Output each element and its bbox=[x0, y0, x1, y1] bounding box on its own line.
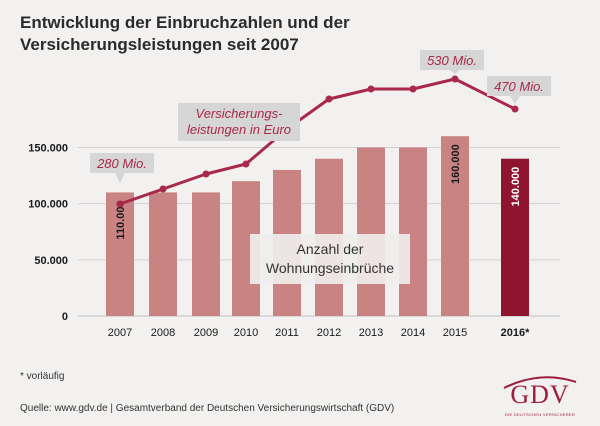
gdv-logo: GDV DIE DEUTSCHEN VERSICHERER bbox=[500, 372, 580, 420]
x-tick-label: 2012 bbox=[317, 327, 341, 339]
bar-value-label: 140.000 bbox=[510, 167, 522, 207]
footnote: * vorläufig bbox=[20, 371, 65, 382]
x-tick-label: 2015 bbox=[443, 327, 467, 339]
title-line-2: Versicherungsleistungen seit 2007 bbox=[20, 35, 299, 54]
bar bbox=[501, 158, 529, 316]
bar bbox=[106, 192, 134, 316]
line-point bbox=[409, 85, 417, 93]
chart-title: Entwicklung der Einbruchzahlen und der V… bbox=[20, 12, 460, 56]
y-tick-label: 0 bbox=[62, 311, 68, 323]
callout-pointer bbox=[450, 70, 460, 74]
bar bbox=[149, 192, 177, 316]
bar bbox=[441, 136, 469, 316]
y-tick-label: 50.000 bbox=[34, 255, 68, 267]
bar-series-label: Anzahl der bbox=[297, 241, 364, 257]
line-point bbox=[202, 170, 210, 178]
bar bbox=[399, 147, 427, 316]
y-tick-label: 100.000 bbox=[28, 199, 68, 211]
logo-swoosh-icon bbox=[503, 376, 577, 389]
logo-text: GDV bbox=[510, 380, 570, 409]
callout-label: 470 Mio. bbox=[494, 79, 544, 94]
line-point bbox=[451, 75, 459, 83]
logo-subtext: DIE DEUTSCHEN VERSICHERER bbox=[504, 412, 576, 417]
callout-box bbox=[420, 50, 484, 70]
source-note: Quelle: www.gdv.de | Gesamtverband der D… bbox=[20, 403, 395, 414]
x-tick-label: 2014 bbox=[401, 327, 425, 339]
x-tick-label: 2013 bbox=[359, 327, 383, 339]
line-point bbox=[116, 200, 124, 208]
line-series-label-box bbox=[178, 103, 300, 141]
bar-value-label: 160.000 bbox=[450, 144, 462, 184]
bar-value-label: 110.000 bbox=[115, 200, 127, 239]
callout-box bbox=[90, 153, 154, 173]
callout-label: 280 Mio. bbox=[96, 156, 147, 171]
x-tick-label: 2011 bbox=[275, 327, 299, 339]
line-point bbox=[159, 185, 167, 193]
x-tick-label: 2008 bbox=[151, 327, 175, 339]
bar-series-label-box bbox=[250, 234, 410, 284]
x-tick-label: 2016* bbox=[501, 327, 530, 339]
line-point bbox=[242, 160, 250, 168]
x-tick-label: 2009 bbox=[194, 327, 218, 339]
bar bbox=[357, 147, 385, 316]
callout-label: 530 Mio. bbox=[427, 53, 477, 68]
line-point bbox=[367, 85, 375, 93]
bar bbox=[192, 192, 220, 316]
x-tick-label: 2010 bbox=[234, 327, 258, 339]
line-series-label: Versicherungs- bbox=[196, 106, 284, 121]
callout-pointer bbox=[115, 173, 125, 183]
line-series bbox=[119, 77, 516, 206]
x-tick-label: 2007 bbox=[108, 327, 132, 339]
line-point bbox=[511, 105, 519, 113]
callout-box bbox=[487, 76, 551, 96]
y-tick-label: 150.000 bbox=[28, 142, 68, 154]
line-point bbox=[325, 95, 333, 103]
line-series-label: leistungen in Euro bbox=[187, 122, 291, 137]
bar-series-label: Wohnungseinbrüche bbox=[266, 260, 394, 276]
callout-pointer bbox=[510, 96, 520, 104]
title-line-1: Entwicklung der Einbruchzahlen und der bbox=[20, 13, 350, 32]
